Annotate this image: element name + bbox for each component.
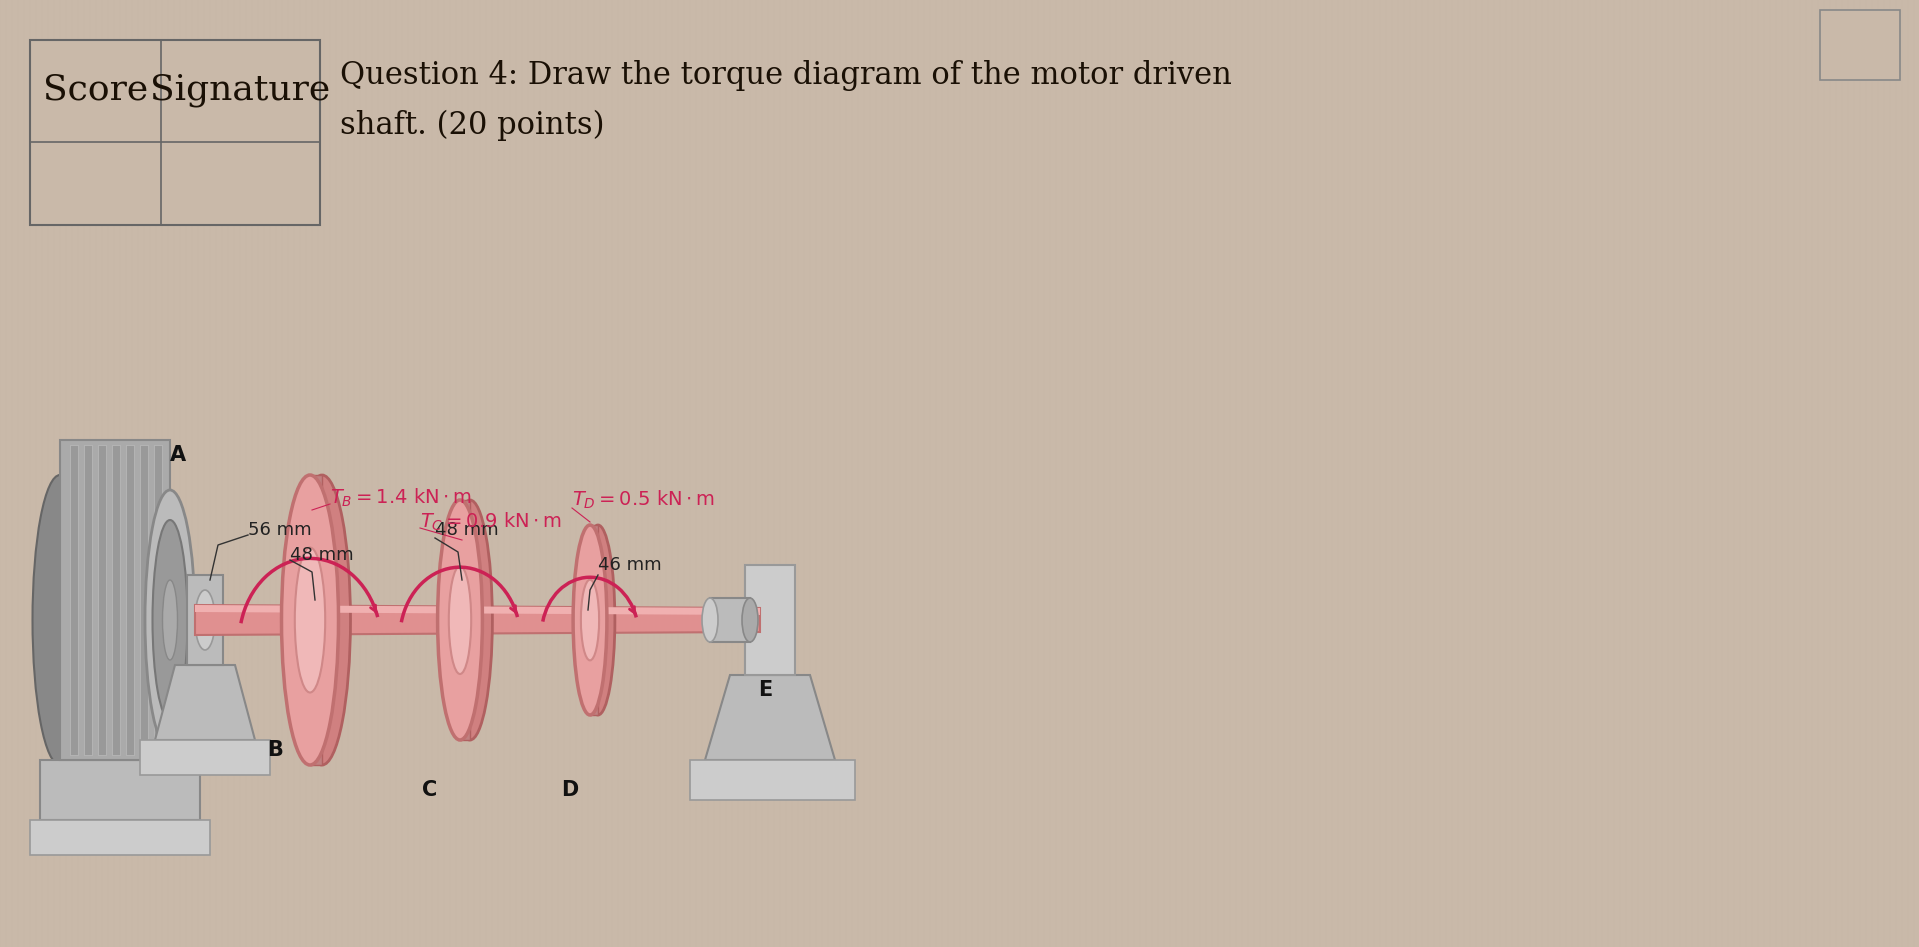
Bar: [186, 575, 223, 665]
Ellipse shape: [152, 520, 188, 720]
Text: 48 mm: 48 mm: [436, 521, 499, 539]
Text: Score: Score: [42, 73, 148, 107]
Bar: [691, 760, 856, 800]
Text: B: B: [267, 740, 282, 760]
Polygon shape: [196, 605, 760, 615]
Text: C: C: [422, 780, 438, 800]
Ellipse shape: [449, 566, 472, 674]
Ellipse shape: [296, 547, 324, 692]
Text: 56 mm: 56 mm: [248, 521, 311, 539]
Ellipse shape: [581, 580, 599, 660]
Ellipse shape: [282, 475, 338, 765]
Bar: [1819, 10, 1900, 80]
Ellipse shape: [447, 500, 493, 740]
Text: E: E: [758, 680, 771, 700]
Text: $T_B = 1.4\ \mathrm{kN \cdot m}$: $T_B = 1.4\ \mathrm{kN \cdot m}$: [330, 487, 472, 509]
Bar: [84, 445, 92, 755]
Polygon shape: [461, 500, 470, 740]
Bar: [59, 440, 171, 760]
Ellipse shape: [33, 475, 88, 765]
Bar: [69, 445, 79, 755]
Polygon shape: [704, 675, 835, 760]
Ellipse shape: [743, 598, 758, 642]
Text: 46 mm: 46 mm: [599, 556, 662, 574]
Bar: [745, 565, 794, 675]
Bar: [140, 740, 271, 775]
Text: $T_C = 0.9\ \mathrm{kN \cdot m}$: $T_C = 0.9\ \mathrm{kN \cdot m}$: [420, 510, 562, 533]
Text: Signature: Signature: [150, 73, 330, 107]
Bar: [140, 445, 148, 755]
Ellipse shape: [163, 580, 177, 660]
Text: 48 mm: 48 mm: [290, 546, 353, 564]
Polygon shape: [589, 525, 599, 715]
Polygon shape: [196, 605, 760, 635]
Text: shaft. (20 points): shaft. (20 points): [340, 110, 604, 141]
Bar: [154, 445, 161, 755]
Ellipse shape: [438, 500, 482, 740]
Ellipse shape: [196, 590, 215, 650]
Bar: [127, 445, 134, 755]
Polygon shape: [155, 665, 255, 740]
Ellipse shape: [702, 598, 718, 642]
Bar: [710, 598, 750, 642]
Bar: [111, 445, 121, 755]
Polygon shape: [311, 475, 322, 765]
Text: D: D: [562, 780, 580, 800]
Ellipse shape: [581, 525, 614, 715]
Ellipse shape: [294, 475, 351, 765]
Ellipse shape: [146, 490, 196, 750]
Text: $T_D = 0.5\ \mathrm{kN \cdot m}$: $T_D = 0.5\ \mathrm{kN \cdot m}$: [572, 489, 716, 511]
Text: A: A: [171, 445, 186, 465]
Text: Question 4: Draw the torque diagram of the motor driven: Question 4: Draw the torque diagram of t…: [340, 60, 1232, 91]
Ellipse shape: [574, 525, 606, 715]
Bar: [40, 760, 200, 820]
Bar: [98, 445, 106, 755]
Bar: [31, 40, 320, 225]
Bar: [31, 820, 209, 855]
